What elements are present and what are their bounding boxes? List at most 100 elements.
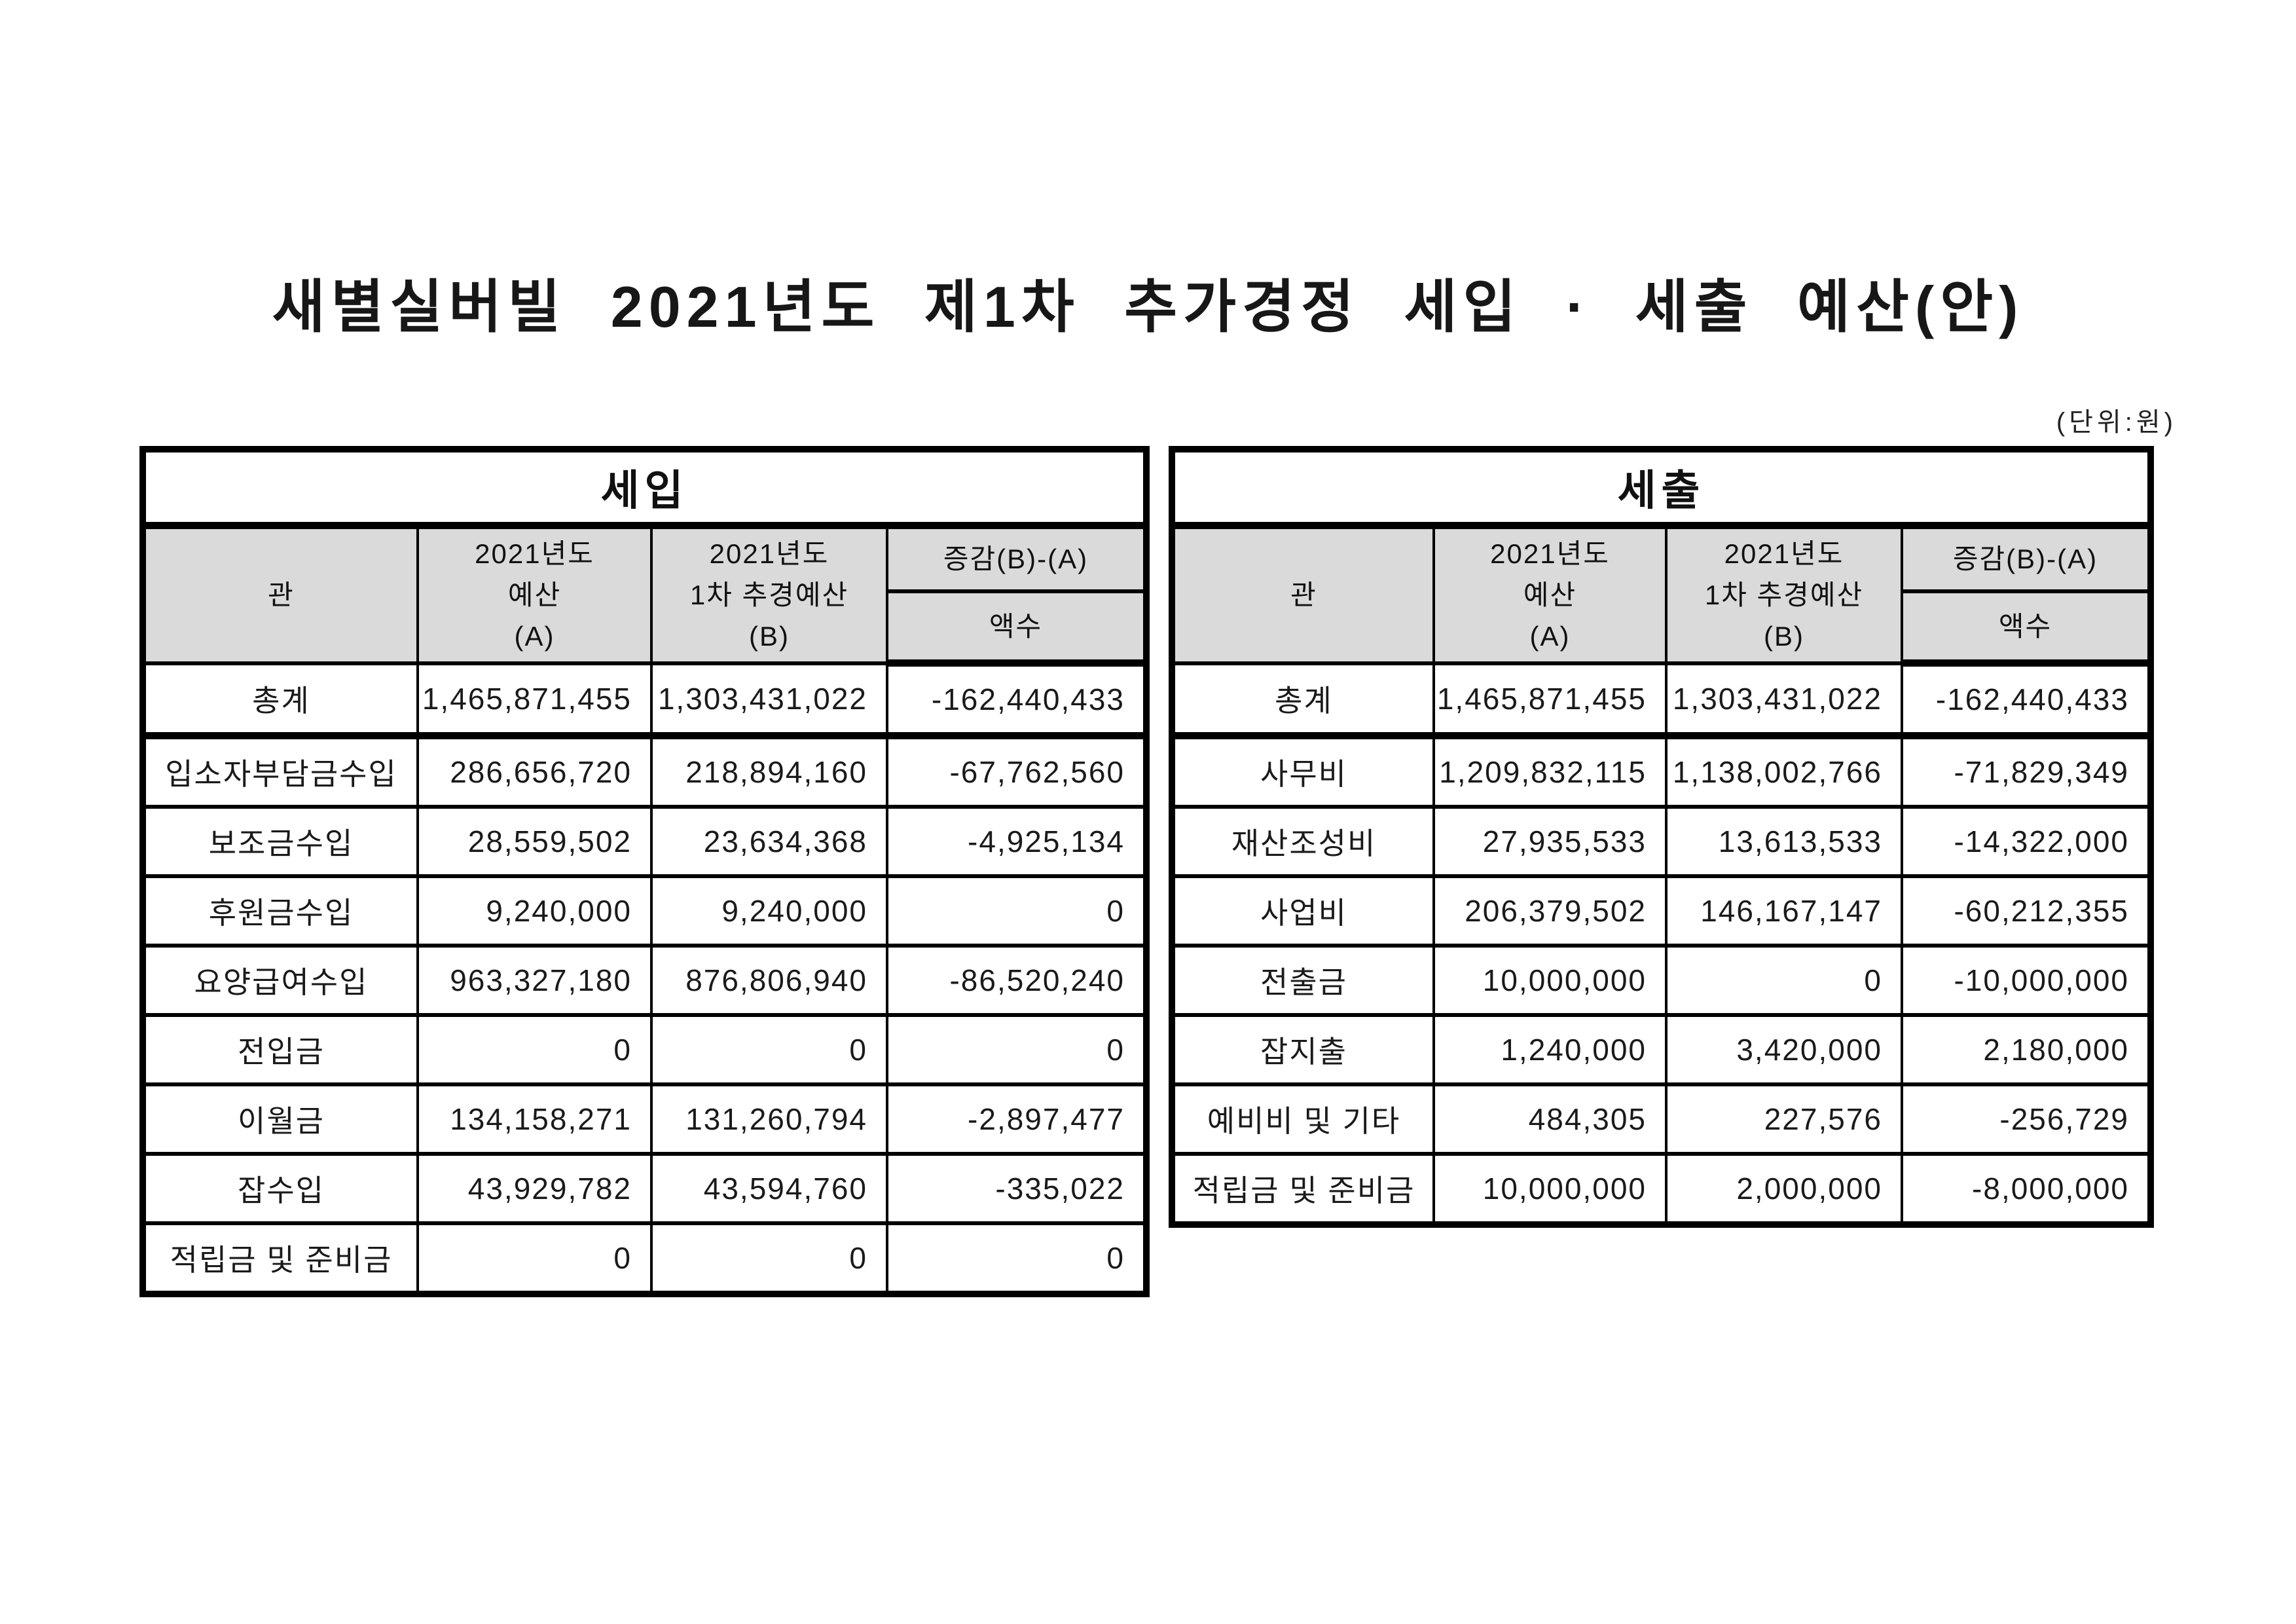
budget-a-cell: 10,000,000 xyxy=(1432,944,1667,1017)
budget-a-cell: 10,000,000 xyxy=(1432,1152,1667,1227)
table-row: 사무비 1,209,832,115 1,138,002,766 -71,829,… xyxy=(1171,733,2153,809)
expenditure-header-row: 관 2021년도 예산 (A) 2021년도 1차 추경예산 (B) 증감(B)… xyxy=(1171,523,2153,665)
revenue-section-row: 세입 xyxy=(141,447,1148,529)
diff-cell: 0 xyxy=(885,1221,1148,1296)
budget-a-cell: 206,379,502 xyxy=(1432,874,1667,948)
row-label-cell: 재산조성비 xyxy=(1171,805,1435,878)
row-label-cell: 총계 xyxy=(141,661,419,739)
table-row: 보조금수입 28,559,502 23,634,368 -4,925,134 xyxy=(141,805,1148,878)
diff-cell: -67,762,560 xyxy=(885,733,1148,809)
budget-b-cell: 227,576 xyxy=(1665,1082,1903,1156)
budget-b-cell: 43,594,760 xyxy=(650,1152,888,1225)
expenditure-col-diff: 증감(B)-(A) xyxy=(1900,523,2153,593)
budget-b-cell: 218,894,160 xyxy=(650,733,888,809)
diff-cell: -10,000,000 xyxy=(1900,944,2153,1017)
row-label-cell: 이월금 xyxy=(141,1082,419,1156)
expenditure-header-subrow: 액수 xyxy=(1172,589,2153,667)
row-label-cell: 후원금수입 xyxy=(141,874,419,948)
budget-b-cell: 13,613,533 xyxy=(1665,805,1903,878)
budget-a-cell: 0 xyxy=(416,1221,653,1296)
row-label-cell: 적립금 및 준비금 xyxy=(141,1221,419,1296)
diff-cell: -60,212,355 xyxy=(1900,874,2153,948)
budget-a-cell: 134,158,271 xyxy=(416,1082,653,1156)
diff-cell: -2,897,477 xyxy=(885,1082,1148,1156)
expenditure-section-row: 세출 xyxy=(1170,447,2153,529)
budget-a-cell: 963,327,180 xyxy=(416,944,653,1017)
table-row: 잡지출 1,240,000 3,420,000 2,180,000 xyxy=(1171,1013,2153,1086)
table-row: 잡수입 43,929,782 43,594,760 -335,022 xyxy=(141,1152,1148,1225)
expenditure-col-category: 관 xyxy=(1171,523,1435,665)
row-label-cell: 잡지출 xyxy=(1171,1013,1435,1086)
revenue-header-subrow: 액수 xyxy=(143,589,1148,667)
budget-b-cell: 0 xyxy=(1665,944,1903,1017)
budget-b-cell: 2,000,000 xyxy=(1665,1152,1903,1227)
budget-a-cell: 0 xyxy=(416,1013,653,1086)
table-row: 후원금수입 9,240,000 9,240,000 0 xyxy=(141,874,1148,948)
diff-cell: 2,180,000 xyxy=(1900,1013,2153,1086)
budget-b-cell: 876,806,940 xyxy=(650,944,888,1017)
budget-b-cell: 0 xyxy=(650,1013,888,1086)
table-row: 전입금 0 0 0 xyxy=(141,1013,1148,1086)
diff-cell: 0 xyxy=(885,874,1148,948)
budget-a-cell: 484,305 xyxy=(1432,1082,1667,1156)
budget-b-cell: 9,240,000 xyxy=(650,874,888,948)
expenditure-col-budget-b: 2021년도 1차 추경예산 (B) xyxy=(1665,523,1903,665)
budget-a-cell: 1,240,000 xyxy=(1432,1013,1667,1086)
row-label-cell: 총계 xyxy=(1171,661,1435,739)
table-row: 예비비 및 기타 484,305 227,576 -256,729 xyxy=(1171,1082,2153,1156)
revenue-header-row: 관 2021년도 예산 (A) 2021년도 1차 추경예산 (B) 증감(B)… xyxy=(141,523,1148,665)
diff-cell: 0 xyxy=(885,1013,1148,1086)
diff-cell: -71,829,349 xyxy=(1900,733,2153,809)
diff-cell: -256,729 xyxy=(1900,1082,2153,1156)
table-row: 이월금 134,158,271 131,260,794 -2,897,477 xyxy=(141,1082,1148,1156)
table-row: 사업비 206,379,502 146,167,147 -60,212,355 xyxy=(1171,874,2153,948)
budget-b-cell: 3,420,000 xyxy=(1665,1013,1903,1086)
row-label-cell: 전출금 xyxy=(1171,944,1435,1017)
table-row: 전출금 10,000,000 0 -10,000,000 xyxy=(1171,944,2153,1017)
budget-b-cell: 1,138,002,766 xyxy=(1665,733,1903,809)
row-label-cell: 예비비 및 기타 xyxy=(1171,1082,1435,1156)
budget-a-cell: 28,559,502 xyxy=(416,805,653,878)
revenue-col-budget-a: 2021년도 예산 (A) xyxy=(416,523,653,665)
page-title: 새별실버빌 2021년도 제1차 추가경정 세입 · 세출 예산(안) xyxy=(272,274,2024,339)
diff-cell: -86,520,240 xyxy=(885,944,1148,1017)
row-label-cell: 사업비 xyxy=(1171,874,1435,948)
expenditure-col-diff-amount: 액수 xyxy=(1900,589,2153,667)
diff-cell: -4,925,134 xyxy=(885,805,1148,878)
diff-cell: -335,022 xyxy=(885,1152,1148,1225)
table-row: 총계 1,465,871,455 1,303,431,022 -162,440,… xyxy=(141,661,1148,739)
table-row: 요양급여수입 963,327,180 876,806,940 -86,520,2… xyxy=(141,944,1148,1017)
row-label-cell: 전입금 xyxy=(141,1013,419,1086)
revenue-section-title: 세입 xyxy=(141,447,1148,529)
revenue-table: 세입 관 2021년도 예산 (A) 2021년도 1차 추경예산 (B) 증감… xyxy=(139,446,1150,1297)
budget-b-cell: 1,303,431,022 xyxy=(1665,661,1903,739)
table-row: 적립금 및 준비금 0 0 0 xyxy=(141,1221,1148,1296)
unit-label: (단위:원) xyxy=(2056,408,2177,437)
row-label-cell: 요양급여수입 xyxy=(141,944,419,1017)
row-label-cell: 적립금 및 준비금 xyxy=(1171,1152,1435,1227)
budget-a-cell: 1,465,871,455 xyxy=(1432,661,1667,739)
expenditure-table: 세출 관 2021년도 예산 (A) 2021년도 1차 추경예산 (B) 증감… xyxy=(1169,446,2155,1228)
budget-a-cell: 1,465,871,455 xyxy=(416,661,653,739)
revenue-col-diff: 증감(B)-(A) xyxy=(885,523,1148,593)
diff-cell: -8,000,000 xyxy=(1900,1152,2153,1227)
row-label-cell: 사무비 xyxy=(1171,733,1435,809)
budget-a-cell: 1,209,832,115 xyxy=(1432,733,1667,809)
budget-b-cell: 131,260,794 xyxy=(650,1082,888,1156)
expenditure-col-budget-a: 2021년도 예산 (A) xyxy=(1432,523,1667,665)
row-label-cell: 잡수입 xyxy=(141,1152,419,1225)
budget-a-cell: 27,935,533 xyxy=(1432,805,1667,878)
table-row: 총계 1,465,871,455 1,303,431,022 -162,440,… xyxy=(1171,661,2153,739)
diff-cell: -162,440,433 xyxy=(1900,661,2153,739)
table-row: 재산조성비 27,935,533 13,613,533 -14,322,000 xyxy=(1171,805,2153,878)
revenue-col-category: 관 xyxy=(141,523,419,665)
budget-b-cell: 1,303,431,022 xyxy=(650,661,888,739)
revenue-col-budget-b: 2021년도 1차 추경예산 (B) xyxy=(650,523,888,665)
table-row: 입소자부담금수입 286,656,720 218,894,160 -67,762… xyxy=(141,733,1148,809)
row-label-cell: 입소자부담금수입 xyxy=(141,733,419,809)
diff-cell: -162,440,433 xyxy=(885,661,1148,739)
table-row: 적립금 및 준비금 10,000,000 2,000,000 -8,000,00… xyxy=(1171,1152,2153,1227)
budget-a-cell: 286,656,720 xyxy=(416,733,653,809)
budget-b-cell: 0 xyxy=(650,1221,888,1296)
